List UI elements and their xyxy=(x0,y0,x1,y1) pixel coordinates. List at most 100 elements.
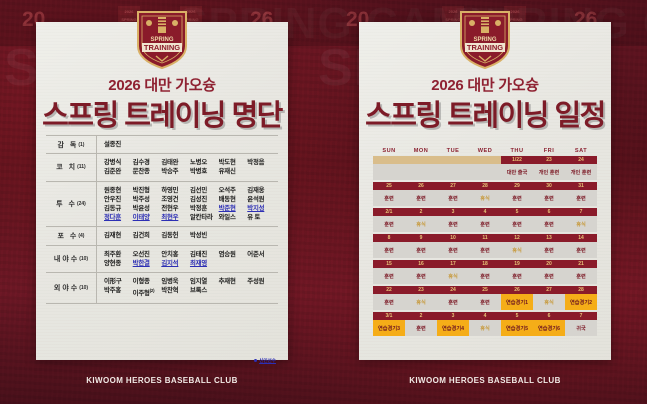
player-name: 조영건 xyxy=(161,195,179,203)
calendar-week: 8 9 10 11 12 13 14 훈련 훈련 훈련 훈련 휴식 훈련 훈련 xyxy=(373,234,597,258)
calendar-cell-normal: 훈련 xyxy=(437,216,469,232)
spring-training-emblem: SPRING TRAINING xyxy=(460,11,510,70)
calendar-cell-normal: 귀국 xyxy=(565,320,597,336)
calendar-date: 19 xyxy=(501,260,533,268)
player-name-rookie: 박한결 xyxy=(132,259,150,267)
player-name: 김수경 xyxy=(132,159,150,167)
roster-name-group: 원종현 박진형 하영민 김선민 오석주 김재웅 안우진 박주성 조영건 김성진 배동현 윤석원 김동규 박… xyxy=(96,181,278,227)
calendar-cell-normal: 개인 훈련 xyxy=(565,164,597,180)
calendar-date: 14 xyxy=(565,234,597,242)
calendar-date: 8 xyxy=(373,234,405,242)
player-name: 어준서 xyxy=(247,250,265,258)
schedule-panel: SPRING TRAINING 2026 대만 가오슝 스프링 트레이닝 일정 … xyxy=(359,11,611,360)
calendar-cell-game[interactable]: 연습경기3 xyxy=(373,320,405,336)
roster-name-group: 강병식 김수경 김태완 노병오 박도현 박정음 김준완 문찬종 박승주 박병호 유재신 xyxy=(96,154,278,181)
player-name-rookie: 박지성 xyxy=(247,205,265,213)
calendar-date: 31 xyxy=(565,182,597,190)
calendar-cell-normal: 훈련 xyxy=(469,242,501,258)
player-name: 임병욱 xyxy=(161,278,179,286)
roster-position-label: 포 수 (4) xyxy=(57,233,85,241)
player-name: 브룩스 xyxy=(189,287,208,295)
player-name: 김태완 xyxy=(161,159,179,167)
player-name: 김선민 xyxy=(189,186,208,194)
player-name: 김건희 xyxy=(132,232,150,240)
player-name: 박병호 xyxy=(189,168,208,176)
calendar-cell-normal: 훈련 xyxy=(501,268,533,284)
calendar-date: 6 xyxy=(533,208,565,216)
calendar-date: 7 xyxy=(565,312,597,320)
svg-text:SPRING: SPRING xyxy=(150,37,173,43)
calendar-cell-normal: 훈련 xyxy=(565,242,597,258)
calendar-cell-blank xyxy=(373,164,405,180)
calendar-cell-blank xyxy=(405,164,437,180)
weekday-sat: SAT xyxy=(574,148,588,154)
calendar-date: 26 xyxy=(405,182,437,190)
player-name: 김성진 xyxy=(189,195,208,203)
player-name: 박성빈 xyxy=(189,232,208,240)
schedule-sub-title: 2026 대만 가오슝 xyxy=(431,77,539,94)
calendar-date: 2 xyxy=(405,312,437,320)
player-name: 박정음 xyxy=(247,159,265,167)
player-name: 이형종 xyxy=(132,278,150,286)
player-name: 김준완 xyxy=(104,168,122,176)
player-name: 김재현 xyxy=(104,232,122,240)
calendar-date: 4 xyxy=(469,312,501,320)
calendar-cell-normal: 개인 훈련 xyxy=(533,164,565,180)
calendar-cell-row: 훈련 훈련 훈련 훈련 휴식 훈련 훈련 xyxy=(373,242,597,258)
player-name-rookie: 최재영 xyxy=(189,259,208,267)
player-name: 김동헌 xyxy=(161,232,179,240)
player-name: 박진형 xyxy=(132,186,150,194)
roster-row: 감 독 (1) 설종진 xyxy=(46,135,278,154)
calendar-cell-game[interactable]: 연습경기2 xyxy=(565,294,597,310)
player-name: 양현종 xyxy=(104,259,122,267)
player-name: 원종현 xyxy=(104,186,122,194)
player-name-rookie: 최현우 xyxy=(161,214,179,222)
calendar-cell-rest: 휴식 xyxy=(565,216,597,232)
calendar-date: 25 xyxy=(373,182,405,190)
calendar-date-bar: 22 23 24 25 26 27 28 xyxy=(373,286,597,294)
calendar-date: 5 xyxy=(501,208,533,216)
calendar-date: 6 xyxy=(533,312,565,320)
rookie-legend-dot xyxy=(254,359,258,363)
calendar-cell-normal: 훈련 xyxy=(469,268,501,284)
calendar-date: 23 xyxy=(533,156,565,164)
player-name: 오선진 xyxy=(132,250,150,258)
calendar-cell-game[interactable]: 연습경기5 xyxy=(501,320,533,336)
roster-row: 투 수 (24) 원종현 박진형 하영민 김선민 오석주 김재웅 안우진 박주성 조영건 김성진 배동현… xyxy=(46,180,278,227)
roster-sub-title: 2026 대만 가오슝 xyxy=(108,77,216,94)
calendar-cell-normal: 훈련 xyxy=(405,242,437,258)
player-name: 최주환 xyxy=(104,250,122,258)
calendar-cell-rest: 휴식 xyxy=(533,294,565,310)
calendar-date: 13 xyxy=(533,234,565,242)
schedule-main-title: 스프링 트레이닝 일정 xyxy=(365,100,606,132)
calendar-date: 1/22 xyxy=(501,156,533,164)
player-name: 김태진 xyxy=(189,250,208,258)
calendar-cell-normal: 훈련 xyxy=(437,190,469,206)
roster-name-group: 설종진 xyxy=(96,136,278,154)
player-name: 설종진 xyxy=(104,141,122,148)
calendar-date: 5 xyxy=(501,312,533,320)
player-name: 염승원 xyxy=(218,250,236,258)
player-name: 유 토 xyxy=(247,214,261,222)
schedule-calendar: SUN MON TUE WED THU FRI SAT 1/22 23 24 대만 출국 개인 훈… xyxy=(373,148,597,338)
player-name: 박찬혁 xyxy=(161,287,179,295)
calendar-week: 3/1 2 3 4 5 6 7 연습경기3 훈련 연습경기4 휴식 연습경기5 연습경기6 귀국 xyxy=(373,312,597,336)
calendar-cell-game[interactable]: 연습경기1 xyxy=(501,294,533,310)
roster-row: 외야수 (10) 이形구 이형종 임병욱 임지열 추재현 주성원 박주홍 이주형(2) 박찬혁 브룩스 xyxy=(46,272,278,304)
calendar-date: 12 xyxy=(501,234,533,242)
calendar-date: 3/1 xyxy=(373,312,405,320)
calendar-date-empty xyxy=(373,156,405,164)
calendar-cell-normal: 훈련 xyxy=(405,190,437,206)
calendar-cell-normal: 훈련 xyxy=(405,268,437,284)
player-name-rookie: 김지석 xyxy=(161,259,179,267)
calendar-date: 11 xyxy=(469,234,501,242)
calendar-cell-row: 대만 출국 개인 훈련 개인 훈련 xyxy=(373,164,597,180)
calendar-date: 9 xyxy=(405,234,437,242)
player-name: 주성원 xyxy=(247,278,265,286)
calendar-cell-game[interactable]: 연습경기6 xyxy=(533,320,565,336)
calendar-date: 26 xyxy=(501,286,533,294)
player-name: 강병식 xyxy=(104,159,122,167)
calendar-cell-game[interactable]: 연습경기4 xyxy=(437,320,469,336)
calendar-date: 17 xyxy=(437,260,469,268)
calendar-cell-normal: 훈련 xyxy=(373,190,405,206)
